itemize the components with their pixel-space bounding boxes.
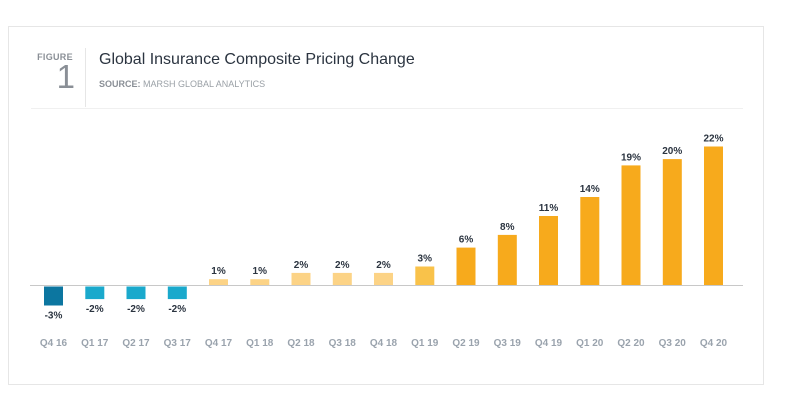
- value-label: 20%: [662, 146, 682, 157]
- bar-q4-16: [44, 286, 63, 306]
- value-label: 3%: [418, 254, 433, 265]
- figure-label: FIGURE: [37, 52, 73, 62]
- value-label: -2%: [168, 304, 186, 315]
- x-tick-label: Q4 18: [370, 338, 398, 349]
- figure-number: 1: [56, 58, 75, 95]
- x-tick-label: Q1 17: [81, 338, 109, 349]
- x-tick-labels-group: Q4 16 Q1 17 Q2 17 Q3 17 Q4 17 Q1 18 Q2 18 Q3 18…: [40, 338, 728, 349]
- x-tick-label: Q2 19: [452, 338, 480, 349]
- x-tick-label: Q2 17: [122, 338, 150, 349]
- chart-title: Global Insurance Composite Pricing Chang…: [99, 51, 415, 68]
- x-tick-label: Q1 20: [576, 338, 604, 349]
- x-tick-label: Q4 20: [700, 338, 728, 349]
- bar-q4-18: [374, 272, 393, 286]
- bar-q2-18: [291, 272, 311, 286]
- bar-q1-20: [580, 197, 600, 286]
- bar-q4-17: [209, 279, 228, 286]
- x-tick-label: Q2 18: [287, 338, 315, 349]
- value-label: 19%: [621, 152, 641, 163]
- value-label: 2%: [376, 260, 391, 271]
- bar-q3-17: [167, 286, 187, 300]
- x-tick-label: Q4 17: [205, 338, 233, 349]
- value-label: -2%: [127, 304, 145, 315]
- value-label: 2%: [335, 260, 350, 271]
- value-label: 1%: [211, 266, 226, 277]
- x-tick-label: Q4 16: [40, 338, 68, 349]
- chart-source: SOURCE: MARSH GLOBAL ANALYTICS: [99, 79, 265, 89]
- value-label: 1%: [253, 266, 268, 277]
- value-label: 6%: [459, 235, 474, 246]
- bar-q3-18: [332, 272, 352, 286]
- x-tick-label: Q3 20: [659, 338, 687, 349]
- header-horizontal-divider: [31, 108, 743, 109]
- value-label: -2%: [86, 304, 104, 315]
- bar-q2-17: [126, 286, 146, 300]
- x-tick-label: Q1 18: [246, 338, 274, 349]
- bars-group: [44, 146, 723, 306]
- x-tick-label: Q1 19: [411, 338, 439, 349]
- value-label: 22%: [703, 134, 723, 145]
- x-tick-label: Q4 19: [535, 338, 563, 349]
- x-tick-label: Q3 19: [494, 338, 522, 349]
- bar-q1-19: [415, 266, 435, 286]
- header-vertical-divider: [85, 48, 86, 107]
- x-tick-label: Q2 20: [617, 338, 645, 349]
- x-tick-label: Q3 17: [164, 338, 192, 349]
- value-label: 11%: [539, 203, 559, 214]
- value-labels-group: -3% -2% -2% -2% 1% 1% 2% 2% 2% 3% 6% 8% 11% 14% 19% 20%…: [45, 134, 724, 322]
- source-prefix: SOURCE:: [99, 79, 141, 89]
- bar-q1-17: [85, 286, 105, 300]
- x-tick-label: Q3 18: [329, 338, 357, 349]
- bar-q2-19: [456, 247, 476, 286]
- bar-q3-20: [662, 159, 682, 286]
- bar-q2-20: [621, 165, 641, 286]
- source-text: MARSH GLOBAL ANALYTICS: [143, 79, 266, 89]
- bar-q1-18: [250, 279, 270, 286]
- bar-q4-20: [704, 146, 723, 286]
- bar-q3-19: [497, 234, 517, 286]
- value-label: 8%: [500, 222, 515, 233]
- value-label: 14%: [580, 184, 600, 195]
- value-label: -3%: [45, 311, 63, 322]
- bar-q4-19: [539, 216, 558, 286]
- value-label: 2%: [294, 260, 309, 271]
